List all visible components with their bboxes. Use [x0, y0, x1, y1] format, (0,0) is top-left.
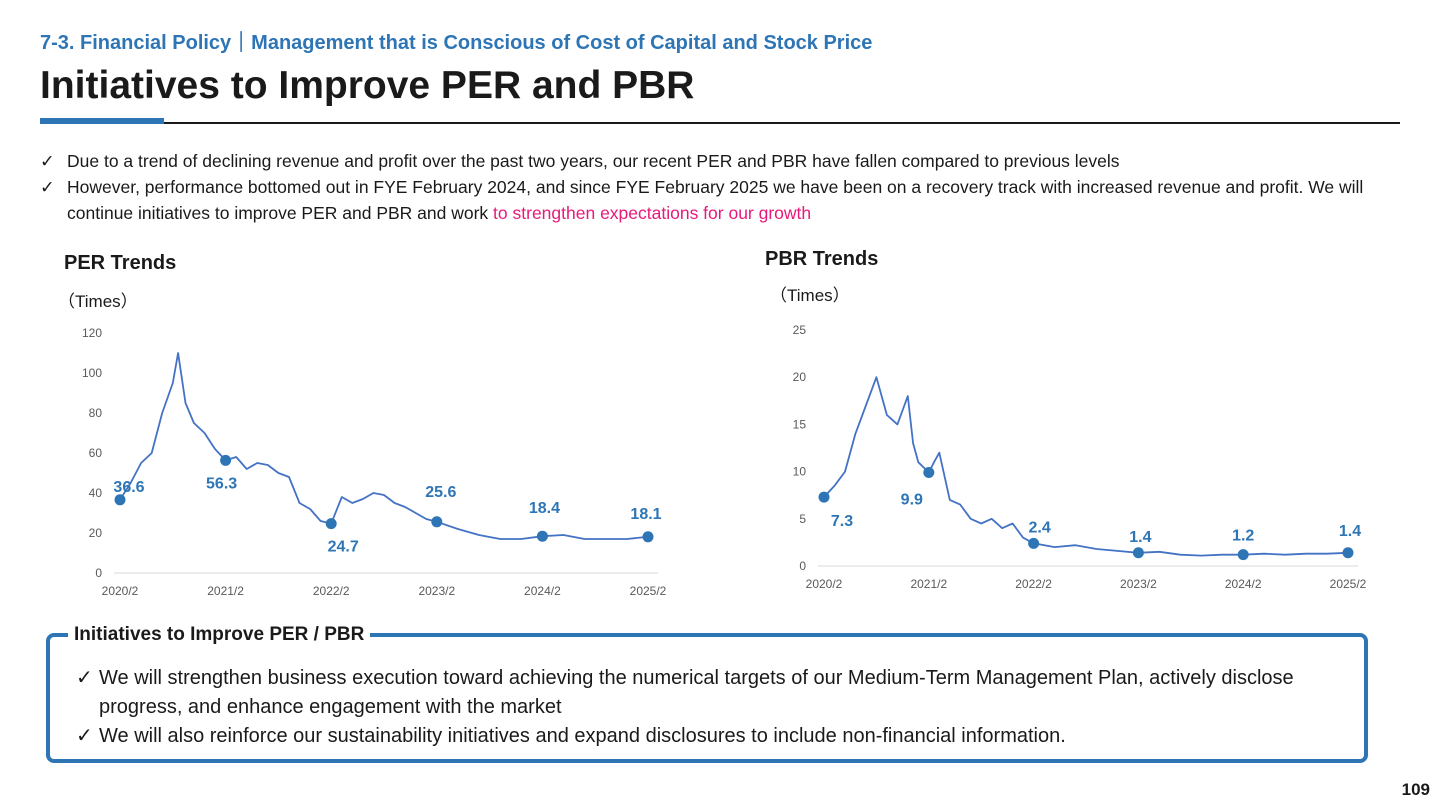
data-point-marker: [536, 530, 548, 542]
y-tick-label: 60: [89, 446, 103, 460]
initiative-text: We will strengthen business execution to…: [99, 667, 1294, 718]
bullet-text: However, performance bottomed out in FYE…: [67, 177, 1364, 223]
section-label: 7-3. Financial Policy｜Management that is…: [40, 32, 873, 54]
data-label: 36.6: [113, 479, 144, 496]
check-icon: ✓: [76, 667, 93, 689]
initiatives-box: [46, 633, 1368, 763]
y-tick-label: 25: [793, 323, 807, 337]
data-point-marker: [1342, 547, 1354, 559]
bullet-text: Due to a trend of declining revenue and …: [67, 151, 1120, 171]
x-tick-label: 2021/2: [207, 584, 244, 598]
title-rule: [40, 122, 1400, 124]
y-tick-label: 0: [799, 559, 806, 573]
bullet-highlight: to strengthen expectations for our growt…: [493, 203, 812, 223]
check-icon: ✓: [76, 725, 93, 747]
y-tick-label: 0: [95, 566, 102, 580]
data-point-marker: [325, 518, 337, 530]
x-tick-label: 2025/2: [630, 584, 667, 598]
y-tick-label: 15: [793, 417, 807, 431]
y-tick-label: 20: [793, 370, 807, 384]
data-point-marker: [1028, 537, 1040, 549]
data-label: 24.7: [328, 539, 359, 556]
x-tick-label: 2025/2: [1330, 577, 1367, 591]
x-tick-label: 2023/2: [418, 584, 455, 598]
bullet-item: ✓ However, performance bottomed out in F…: [40, 174, 1400, 226]
page-number: 109: [1401, 780, 1430, 799]
x-tick-label: 2022/2: [313, 584, 350, 598]
x-tick-label: 2022/2: [1015, 577, 1052, 591]
data-point-marker: [1237, 549, 1249, 561]
data-label: 2.4: [1028, 519, 1050, 536]
initiative-item: ✓ We will strengthen business execution …: [76, 664, 1346, 722]
initiative-text: We will also reinforce our sustainabilit…: [99, 725, 1066, 747]
x-tick-label: 2021/2: [910, 577, 947, 591]
data-label: 1.4: [1339, 523, 1361, 540]
y-tick-label: 40: [89, 486, 103, 500]
title-rule-accent: [40, 118, 164, 124]
data-label: 18.1: [630, 506, 661, 523]
data-point-marker: [923, 467, 935, 479]
x-tick-label: 2020/2: [102, 584, 139, 598]
x-tick-label: 2023/2: [1120, 577, 1157, 591]
summary-bullets: ✓ Due to a trend of declining revenue an…: [40, 148, 1400, 226]
x-tick-label: 2024/2: [1225, 577, 1262, 591]
data-label: 1.4: [1129, 529, 1151, 546]
data-point-marker: [642, 531, 654, 543]
per-unit-label: （Times）: [58, 292, 138, 311]
page-title: Initiatives to Improve PER and PBR: [40, 64, 695, 107]
y-tick-label: 5: [799, 512, 806, 526]
initiatives-box-title: Initiatives to Improve PER / PBR: [68, 624, 371, 646]
x-tick-label: 2020/2: [806, 577, 843, 591]
y-tick-label: 10: [793, 465, 807, 479]
pbr-chart-title: PBR Trends: [765, 248, 879, 270]
series-line: [823, 376, 1349, 557]
y-tick-label: 80: [89, 406, 103, 420]
initiative-item: ✓ We will also reinforce our sustainabil…: [76, 722, 1346, 751]
pbr-unit-label: （Times）: [770, 286, 850, 305]
data-point-marker: [431, 516, 443, 528]
initiatives-list: ✓ We will strengthen business execution …: [76, 664, 1346, 751]
data-point-marker: [114, 494, 126, 506]
y-tick-label: 20: [89, 526, 103, 540]
x-tick-label: 2024/2: [524, 584, 561, 598]
data-point-marker: [220, 454, 232, 466]
y-tick-label: 120: [82, 326, 102, 340]
check-icon: ✓: [40, 151, 55, 171]
per-chart-title: PER Trends: [64, 252, 177, 274]
data-point-marker: [1132, 547, 1144, 559]
check-icon: ✓: [40, 177, 55, 197]
data-label: 25.6: [425, 484, 456, 501]
data-label: 7.3: [831, 513, 853, 530]
data-label: 18.4: [529, 500, 560, 517]
y-tick-label: 100: [82, 366, 102, 380]
data-label: 9.9: [901, 492, 923, 509]
data-label: 56.3: [206, 475, 237, 492]
data-label: 1.2: [1232, 528, 1254, 545]
bullet-item: ✓ Due to a trend of declining revenue an…: [40, 148, 1400, 174]
data-point-marker: [818, 491, 830, 503]
